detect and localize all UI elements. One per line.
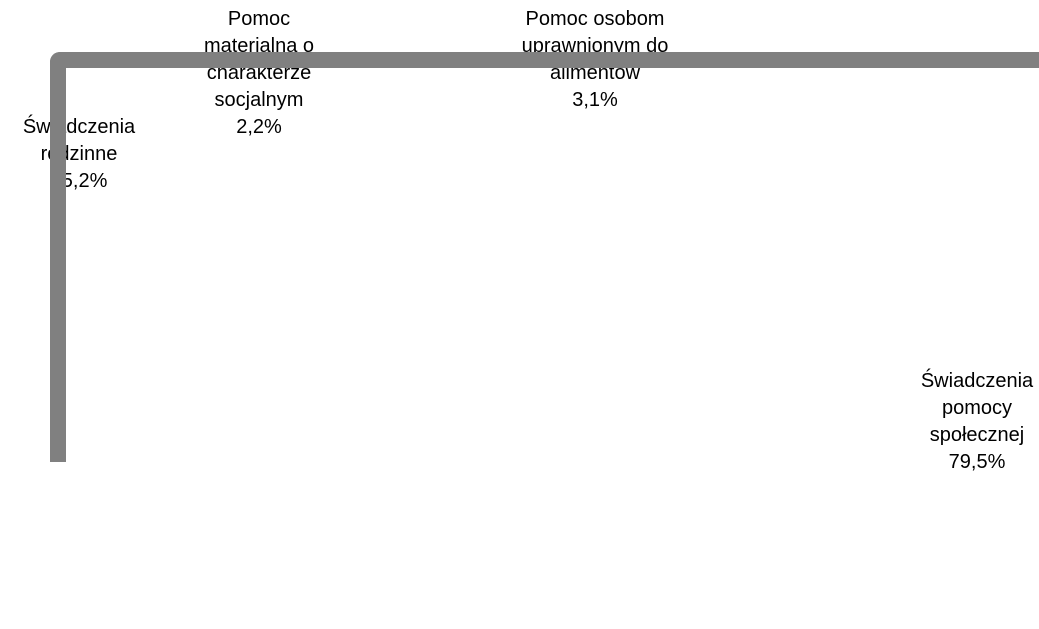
data-label-swiadczenia-pomocy-spolecznej: Świadczenia pomocy społecznej 79,5% xyxy=(920,370,1034,473)
data-label-pomoc-materialna: Pomoc materialna o charakterze socjalnym… xyxy=(203,8,315,138)
chart-frame-left xyxy=(50,52,66,462)
chart-frame-top xyxy=(50,52,1039,68)
data-label-swiadczenia-rodzinne: Świadczenia rodzinne 15,2% xyxy=(22,116,136,192)
